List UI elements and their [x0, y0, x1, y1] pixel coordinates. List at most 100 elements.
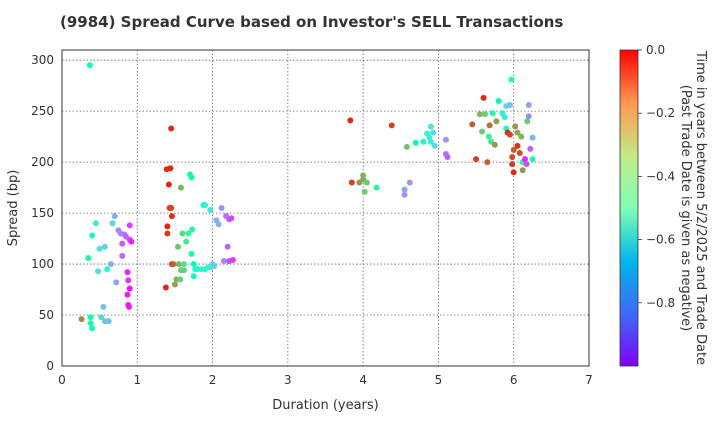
data-point	[514, 129, 521, 136]
data-point	[165, 181, 172, 188]
data-point	[126, 285, 133, 292]
data-point	[489, 110, 496, 117]
data-point	[180, 267, 187, 274]
data-point	[229, 256, 236, 263]
colorbar-tick-label: 0.0	[646, 43, 665, 57]
colorbar-tick-label: −0.8	[646, 296, 675, 310]
y-tick-label: 100	[31, 257, 54, 271]
data-point	[529, 156, 536, 163]
data-point	[89, 232, 96, 239]
data-point	[95, 268, 102, 275]
data-point	[126, 303, 133, 310]
data-point	[101, 243, 108, 250]
data-point	[401, 191, 408, 198]
data-point	[224, 243, 231, 250]
data-point	[516, 149, 523, 156]
data-point	[525, 113, 532, 120]
data-point	[104, 266, 111, 273]
data-point	[92, 220, 99, 227]
data-point	[113, 279, 120, 286]
data-point	[124, 269, 131, 276]
data-point	[506, 131, 513, 138]
data-point	[218, 205, 225, 211]
y-tick-label: 200	[31, 155, 54, 169]
data-point	[207, 207, 214, 214]
data-point	[524, 118, 531, 125]
data-point	[89, 325, 96, 332]
data-point	[202, 201, 209, 208]
data-point	[228, 215, 235, 222]
data-point	[430, 129, 437, 136]
data-point	[529, 134, 536, 141]
data-point	[211, 263, 218, 270]
x-tick-label: 6	[510, 373, 518, 387]
y-tick-label: 250	[31, 104, 54, 118]
grid-lines	[62, 50, 589, 366]
data-point	[485, 133, 492, 140]
data-point	[480, 94, 487, 101]
colorbar-tick-label: −0.6	[646, 233, 675, 247]
data-point	[506, 102, 513, 109]
data-point	[177, 276, 184, 283]
data-point	[444, 154, 451, 161]
data-point	[509, 161, 516, 168]
colorbar-label-line1: Time in years between 5/2/2025 and Trade…	[693, 50, 708, 365]
data-point	[412, 139, 419, 146]
data-point	[420, 138, 427, 145]
data-point	[469, 121, 476, 128]
data-point	[78, 316, 85, 323]
data-point	[501, 114, 508, 121]
data-point	[361, 188, 368, 195]
data-point	[476, 111, 483, 118]
data-point	[522, 156, 529, 163]
y-tick-label: 0	[46, 359, 54, 373]
data-point	[168, 205, 175, 211]
data-point	[190, 273, 197, 280]
data-point	[177, 184, 184, 191]
data-point	[512, 123, 519, 130]
data-point	[86, 62, 93, 69]
y-tick-label: 300	[31, 53, 54, 67]
data-point	[164, 223, 171, 230]
y-axis-ticks: 0 50 100 150 200 250 300	[31, 53, 54, 373]
data-point	[85, 254, 92, 261]
data-point	[363, 179, 370, 186]
x-tick-label: 2	[209, 373, 217, 387]
data-point	[427, 138, 434, 145]
data-point	[111, 213, 118, 220]
data-point	[185, 230, 192, 237]
data-point	[180, 261, 187, 268]
plot-area	[61, 49, 590, 367]
data-point	[519, 167, 526, 174]
data-point	[406, 179, 413, 186]
data-point	[107, 261, 114, 268]
data-point	[514, 142, 521, 149]
data-point	[510, 146, 517, 153]
data-point	[168, 213, 175, 220]
x-axis-label: Duration (years)	[272, 398, 379, 413]
data-points	[78, 62, 536, 332]
data-point	[109, 220, 116, 227]
colorbar-tick-label: −0.4	[646, 169, 675, 183]
x-axis-ticks: 0 1 2 3 4 5 6 7	[58, 373, 593, 387]
data-point	[493, 118, 500, 125]
data-point	[183, 238, 190, 245]
data-point	[479, 128, 486, 135]
data-point	[491, 141, 498, 148]
data-point	[168, 125, 175, 132]
data-point	[174, 243, 181, 250]
data-point	[190, 261, 197, 268]
data-point	[188, 250, 195, 257]
data-point	[179, 230, 186, 237]
data-point	[162, 284, 169, 291]
data-point	[360, 172, 367, 179]
data-point	[167, 165, 174, 172]
data-point	[523, 161, 530, 168]
colorbar-label-line2: (Past Trade Date is given as negative)	[678, 85, 693, 331]
data-point	[105, 318, 112, 325]
data-point	[125, 277, 132, 284]
data-point	[87, 320, 94, 327]
data-point	[164, 230, 171, 237]
